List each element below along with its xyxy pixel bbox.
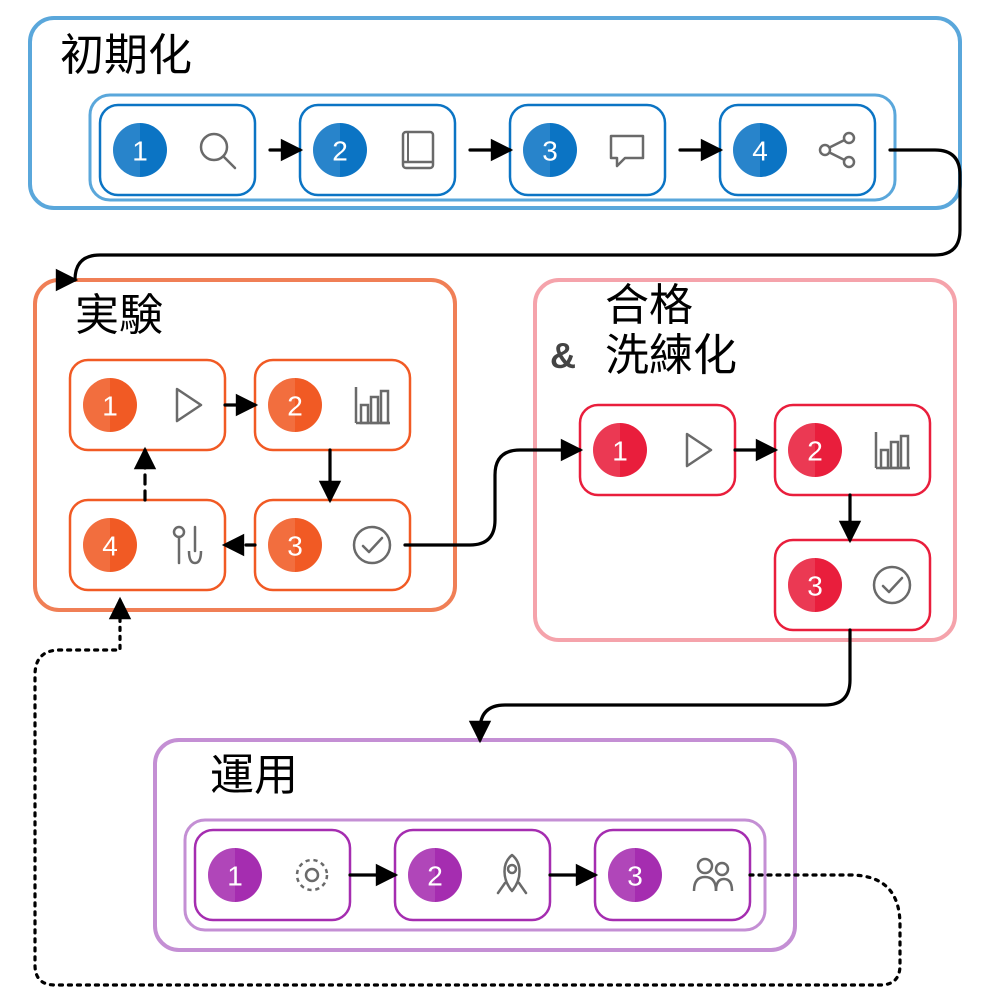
step-ops-2: 2 [395,830,550,920]
step-ops-1: 1 [195,830,350,920]
step-init-2: 2 [300,105,455,195]
svg-text:2: 2 [332,136,348,167]
svg-text:4: 4 [102,531,118,562]
step-init-4: 4 [720,105,875,195]
svg-text:1: 1 [132,136,148,167]
diagram-canvas: 初期化 1 2 3 4 実験 1 2 3 4 合格&洗練化 1 2 3 運用 1 2 3 [0,0,1000,1000]
svg-text:4: 4 [752,136,768,167]
step-exp-1: 1 [70,360,225,450]
ampersand: & [550,335,576,376]
step-init-3: 3 [510,105,665,195]
step-pass-2: 2 [775,405,930,495]
step-exp-4: 4 [70,500,225,590]
svg-text:3: 3 [542,136,558,167]
svg-text:2: 2 [807,436,823,467]
svg-text:1: 1 [612,436,628,467]
phase-title: 運用 [210,751,298,800]
svg-text:3: 3 [807,571,823,602]
svg-text:2: 2 [287,391,303,422]
phase-title: 合格 [605,281,693,330]
step-pass-3: 3 [775,540,930,630]
svg-text:1: 1 [227,861,243,892]
a-ops-to-exp [35,600,900,985]
phase-title: 実験 [75,291,163,340]
svg-text:3: 3 [287,531,303,562]
svg-text:3: 3 [627,861,643,892]
step-init-1: 1 [100,105,255,195]
phase-title: 洗練化 [605,331,737,380]
phase-title: 初期化 [60,31,192,80]
a-pass-to-ops [480,630,850,740]
a-exp-to-pass [405,450,580,545]
step-exp-2: 2 [255,360,410,450]
svg-text:1: 1 [102,391,118,422]
step-exp-3: 3 [255,500,410,590]
step-ops-3: 3 [595,830,750,920]
step-pass-1: 1 [580,405,735,495]
svg-text:2: 2 [427,861,443,892]
